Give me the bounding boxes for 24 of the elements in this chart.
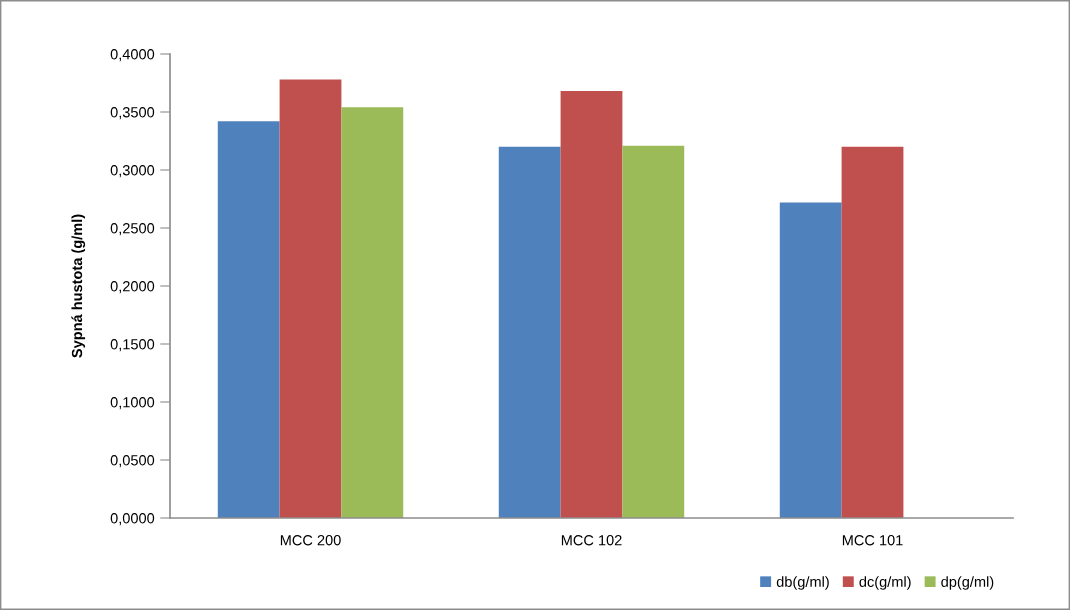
x-tick-label: MCC 101 [842,535,903,546]
x-tick-label: MCC 102 [561,535,622,546]
y-tick-label: 0,2000 [110,281,155,294]
legend-label: dp(g/ml) [941,576,994,590]
y-tick-label: 0,3000 [110,165,155,178]
legend-label: db(g/ml) [776,576,829,590]
y-tick-label: 0,2500 [110,223,155,236]
legend-label: dc(g/ml) [859,576,911,590]
bar [622,145,685,518]
bar [341,107,404,518]
y-tick-label: 0,3500 [110,107,155,120]
y-tick-label: 0,0000 [110,513,155,526]
y-axis-title: Sypná hustota (g/ml) [71,214,86,358]
y-tick-label: 0,0500 [110,455,155,468]
bar [560,91,623,518]
bar [779,202,842,518]
bar [498,146,561,518]
y-tick-label: 0,1000 [110,397,155,410]
y-tick-label: 0,4000 [110,49,155,62]
y-tick-label: 0,1500 [110,339,155,352]
bar [217,121,280,518]
x-tick-label: MCC 200 [280,535,341,546]
bar [841,146,904,518]
bar [279,79,342,518]
